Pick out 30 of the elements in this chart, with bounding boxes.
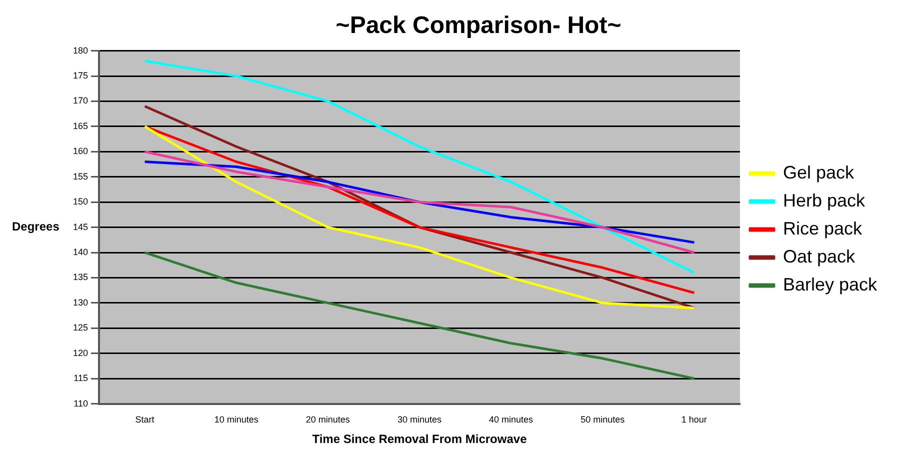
y-tick-label: 170 <box>72 96 88 106</box>
y-tick-label: 110 <box>74 398 88 408</box>
legend-label: Barley pack <box>782 274 878 294</box>
y-tick-label: 120 <box>72 348 88 358</box>
y-tick-label: 165 <box>72 120 88 131</box>
x-tick-label: 30 minutes <box>397 414 442 425</box>
legend-label: Herb pack <box>782 190 866 210</box>
y-tick-label: 180 <box>72 45 88 56</box>
y-tick-label: 175 <box>72 70 88 80</box>
chart-title: ~Pack Comparison- Hot~ <box>336 12 622 40</box>
x-tick-label: Start <box>135 414 155 425</box>
x-tick-label: 10 minutes <box>214 414 259 425</box>
legend-label: Oat pack <box>782 246 856 266</box>
y-tick-label: 140 <box>72 247 88 257</box>
x-tick-label: 20 minutes <box>306 414 350 425</box>
x-axis-title: Time Since Removal From Microwave <box>312 432 528 446</box>
y-tick-label: 130 <box>72 297 88 308</box>
y-tick-label: 135 <box>72 272 88 282</box>
legend-label: Gel pack <box>782 162 855 182</box>
x-tick-label: 1 hour <box>681 414 707 425</box>
y-tick-label: 150 <box>72 196 88 207</box>
y-tick-label: 145 <box>72 222 88 232</box>
y-tick-label: 125 <box>72 322 88 333</box>
x-tick-label: 40 minutes <box>489 414 534 425</box>
x-tick-label: 50 minutes <box>580 414 626 425</box>
y-tick-label: 115 <box>74 373 88 384</box>
y-axis-title: Degrees <box>12 220 60 234</box>
legend-label: Rice pack <box>782 218 863 238</box>
y-tick-label: 160 <box>72 146 88 156</box>
y-tick-label: 155 <box>72 171 88 182</box>
